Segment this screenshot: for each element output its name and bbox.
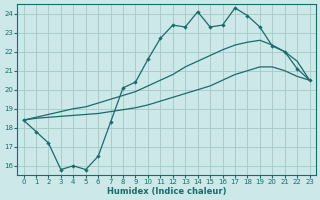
X-axis label: Humidex (Indice chaleur): Humidex (Indice chaleur) (107, 187, 226, 196)
